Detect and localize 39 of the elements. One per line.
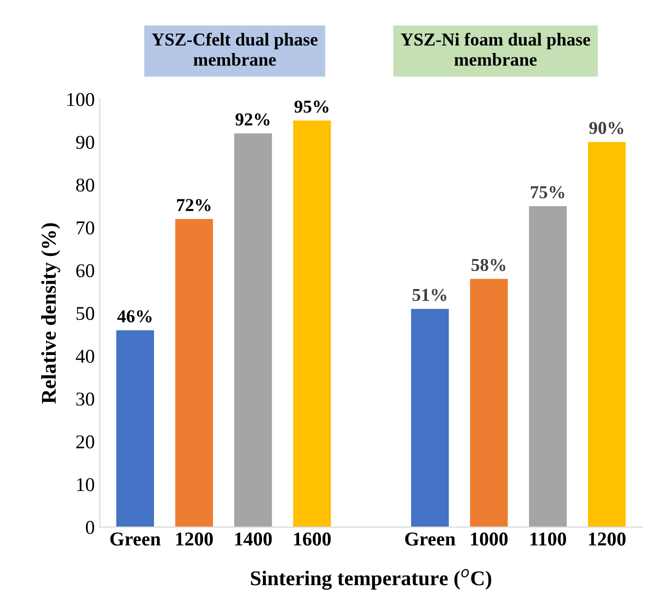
x-tick-label: 1200: [588, 532, 626, 546]
text: YSZ-Cfelt dual phase membrane: [152, 32, 318, 66]
x-tick-label: Green: [405, 532, 456, 546]
x-tick-label: 1600: [294, 532, 331, 546]
x-tick-label: Green: [110, 532, 161, 546]
y-axis-title: Relative density (%): [41, 223, 60, 404]
bar: [116, 330, 154, 528]
data-label: 90%: [589, 122, 624, 134]
y-tick-label: 0: [86, 520, 94, 534]
y-tick-label: 40: [76, 350, 94, 363]
bar: [529, 206, 567, 528]
x-tick-label: 1000: [471, 532, 508, 546]
y-tick-label: 50: [76, 306, 94, 320]
data-label: 58%: [472, 258, 506, 272]
bar: [411, 308, 449, 528]
y-tick-label: 70: [76, 221, 94, 234]
y-tick-label: 10: [77, 478, 94, 492]
bar: [470, 278, 508, 528]
y-tick-label: 30: [76, 392, 94, 406]
y-tick-label: 20: [76, 435, 94, 448]
data-label: 95%: [294, 100, 328, 113]
data-label: 72%: [177, 198, 210, 212]
y-tick-label: 80: [76, 178, 94, 192]
x-axis-title: Sintering temperature ($^{o}$C): [250, 569, 492, 590]
data-label: 46%: [117, 310, 152, 322]
data-label: 51%: [412, 288, 446, 302]
bar: [293, 120, 331, 528]
data-label: 75%: [530, 186, 564, 198]
y-tick-label: 60: [76, 264, 94, 278]
bar: [175, 218, 213, 528]
bar: [588, 142, 626, 528]
x-tick-label: 1100: [530, 532, 566, 546]
data-label: 92%: [236, 113, 270, 126]
text: YSZ-Ni foam dual phase membrane: [400, 32, 590, 66]
x-tick-label: 1200: [176, 532, 213, 546]
y-tick-label: 100: [67, 92, 94, 106]
bar: [234, 133, 272, 528]
y-tick-label: 90: [76, 136, 94, 149]
x-tick-label: 1400: [235, 532, 272, 546]
